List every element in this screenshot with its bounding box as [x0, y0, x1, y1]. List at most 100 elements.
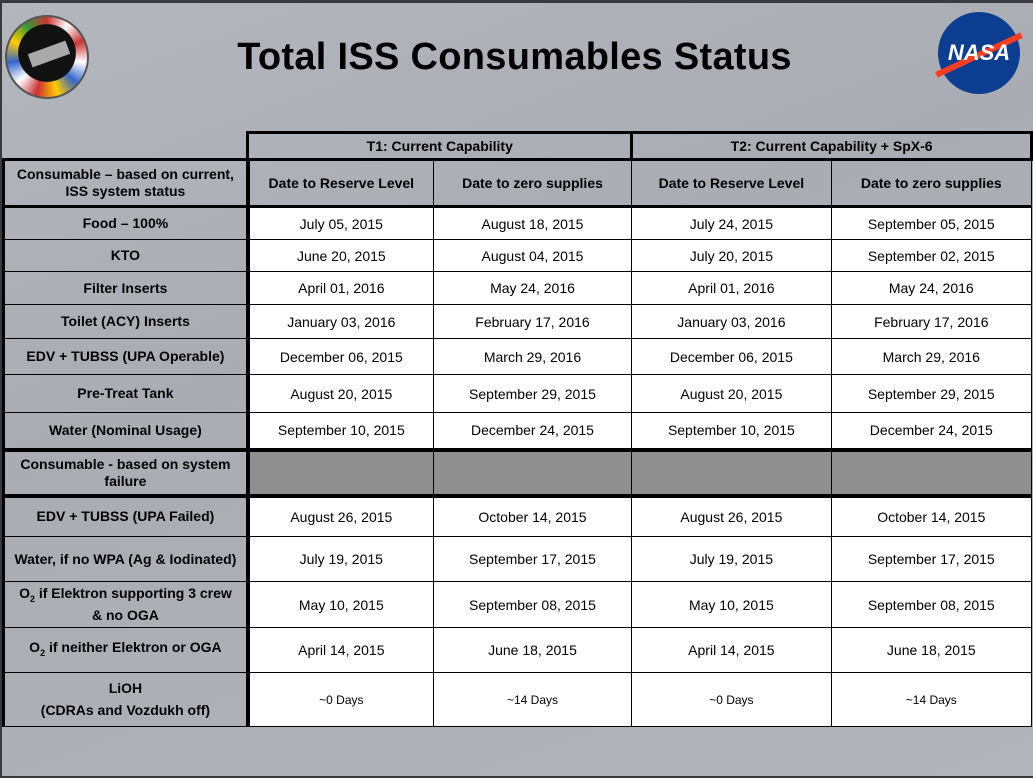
- table-row: Water (Nominal Usage) September 10, 2015 D…: [1, 412, 1033, 450]
- label-prefix: O: [19, 584, 30, 601]
- group-header-row: T1: Current Capability T2: Current Capab…: [4, 131, 1033, 161]
- date-cell: ~0 Days: [247, 672, 434, 727]
- date-cell: July 05, 2015: [247, 206, 434, 240]
- table-row: O2 if Elektron supporting 3 crew & no OG…: [1, 581, 1033, 628]
- table-row: KTO June 20, 2015 August 04, 2015 July 20, …: [1, 239, 1033, 272]
- date-cell: August 26, 2015: [631, 495, 832, 537]
- date-cell: August 18, 2015: [432, 206, 633, 240]
- row-label: KTO: [1, 239, 250, 272]
- date-cell: February 17, 2016: [432, 304, 633, 339]
- date-cell: April 01, 2016: [247, 271, 434, 305]
- table-row: Toilet (ACY) Inserts January 03, 2016 Febr…: [1, 304, 1033, 339]
- date-cell: June 18, 2015: [830, 627, 1033, 673]
- column-header: Date to Reserve Level: [631, 159, 832, 208]
- date-cell: June 20, 2015: [247, 239, 434, 272]
- date-cell: September 29, 2015: [432, 374, 633, 413]
- date-cell: August 26, 2015: [247, 495, 434, 537]
- date-cell: April 01, 2016: [631, 271, 832, 305]
- row-label: EDV + TUBSS (UPA Operable): [1, 338, 250, 375]
- group-t1: T1: Current Capability: [246, 131, 633, 161]
- label-text: if neither Elektron or OGA: [45, 638, 222, 655]
- date-cell: October 14, 2015: [432, 495, 633, 537]
- date-cell: July 19, 2015: [631, 536, 832, 582]
- date-cell: August 20, 2015: [631, 374, 832, 413]
- blank-cell: [432, 449, 633, 496]
- column-header-row: Consumable – based on current, ISS syste…: [1, 158, 1033, 208]
- column-header: Date to zero supplies: [830, 159, 1033, 208]
- table-row: O2 if neither Elektron or OGA April 14, 2…: [1, 627, 1033, 673]
- date-cell: September 02, 2015: [830, 239, 1033, 272]
- date-cell: March 29, 2016: [432, 338, 633, 375]
- table-row: Filter Inserts April 01, 2016 May 24, 2016…: [1, 271, 1033, 305]
- blank-cell: [247, 449, 434, 496]
- date-cell: February 17, 2016: [830, 304, 1033, 339]
- date-cell: August 20, 2015: [247, 374, 434, 413]
- date-cell: ~14 Days: [432, 672, 633, 727]
- date-cell: September 29, 2015: [830, 374, 1033, 413]
- table-row: Food – 100% July 05, 2015 August 18, 2015 J…: [1, 206, 1033, 240]
- label-text: LiOH: [108, 680, 143, 696]
- row-label: Food – 100%: [1, 206, 250, 240]
- table-row: Water, if no WPA (Ag & Iodinated) July 19…: [1, 536, 1033, 582]
- date-cell: May 24, 2016: [830, 271, 1033, 305]
- slide: Total ISS Consumables Status NASA T1: Cu…: [1, 3, 1033, 776]
- date-cell: May 10, 2015: [631, 581, 832, 628]
- date-cell: April 14, 2015: [631, 627, 832, 673]
- date-cell: September 10, 2015: [247, 412, 434, 450]
- date-cell: May 24, 2016: [432, 271, 633, 305]
- label-text-line2: (CDRAs and Vozdukh off): [40, 702, 211, 718]
- label-prefix: O: [29, 638, 41, 655]
- failure-section-header: Consumable - based on system failure: [1, 449, 1033, 496]
- date-cell: June 18, 2015: [432, 627, 633, 673]
- row-label: Pre-Treat Tank: [1, 374, 250, 413]
- label-subscript: 2: [40, 647, 46, 658]
- blank-cell: [631, 449, 832, 496]
- consumables-table: T1: Current Capability T2: Current Capab…: [1, 131, 1033, 727]
- first-column-header: Consumable – based on current, ISS syste…: [1, 158, 250, 208]
- row-label: Water (Nominal Usage): [1, 412, 250, 450]
- date-cell: December 24, 2015: [830, 412, 1033, 450]
- column-header: Date to Reserve Level: [247, 159, 434, 208]
- date-cell: January 03, 2016: [631, 304, 832, 339]
- row-label: Filter Inserts: [1, 271, 250, 305]
- date-cell: May 10, 2015: [247, 581, 434, 628]
- group-t2: T2: Current Capability + SpX-6: [630, 131, 1033, 161]
- date-cell: September 17, 2015: [830, 536, 1033, 582]
- label-subscript: 2: [29, 593, 35, 604]
- date-cell: December 06, 2015: [247, 338, 434, 375]
- date-cell: July 20, 2015: [631, 239, 832, 272]
- date-cell: September 10, 2015: [631, 412, 832, 450]
- date-cell: September 17, 2015: [432, 536, 633, 582]
- row-label: EDV + TUBSS (UPA Failed): [1, 495, 250, 537]
- column-header: Date to zero supplies: [432, 159, 633, 208]
- table-row: Pre-Treat Tank August 20, 2015 September 2…: [1, 374, 1033, 413]
- date-cell: September 08, 2015: [830, 581, 1033, 628]
- label-text: if Elektron supporting 3 crew & no OGA: [34, 584, 232, 624]
- row-label: Toilet (ACY) Inserts: [1, 304, 250, 339]
- date-cell: December 06, 2015: [631, 338, 832, 375]
- blank-cell: [4, 133, 248, 160]
- table-row: LiOH (CDRAs and Vozdukh off) ~0 Days ~14 Da…: [1, 672, 1033, 727]
- failure-header-label: Consumable - based on system failure: [1, 449, 250, 496]
- blank-cell: [830, 449, 1033, 496]
- row-label: O2 if Elektron supporting 3 crew & no OG…: [1, 581, 250, 628]
- date-cell: ~14 Days: [830, 672, 1033, 727]
- date-cell: ~0 Days: [631, 672, 832, 727]
- row-label: Water, if no WPA (Ag & Iodinated): [1, 536, 250, 582]
- row-label: O2 if neither Elektron or OGA: [1, 627, 250, 673]
- iss-program-logo: [5, 15, 89, 99]
- date-cell: July 24, 2015: [631, 206, 832, 240]
- date-cell: March 29, 2016: [830, 338, 1033, 375]
- date-cell: April 14, 2015: [247, 627, 434, 673]
- date-cell: October 14, 2015: [830, 495, 1033, 537]
- date-cell: August 04, 2015: [432, 239, 633, 272]
- nasa-logo: NASA: [938, 12, 1020, 94]
- table-row: EDV + TUBSS (UPA Failed) August 26, 2015 O…: [1, 495, 1033, 537]
- date-cell: January 03, 2016: [247, 304, 434, 339]
- date-cell: September 05, 2015: [830, 206, 1033, 240]
- slide-title: Total ISS Consumables Status: [237, 36, 792, 78]
- date-cell: July 19, 2015: [247, 536, 434, 582]
- date-cell: December 24, 2015: [432, 412, 633, 450]
- table-row: EDV + TUBSS (UPA Operable) December 06, 2…: [1, 338, 1033, 375]
- date-cell: September 08, 2015: [432, 581, 633, 628]
